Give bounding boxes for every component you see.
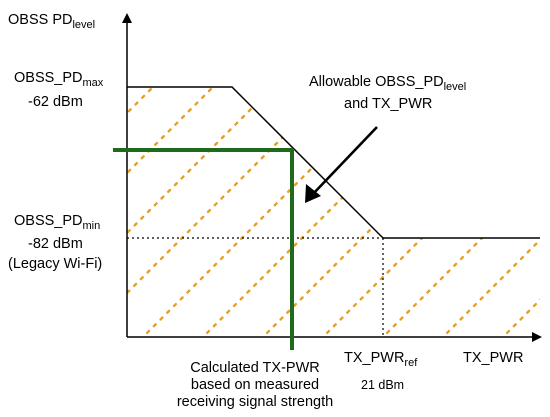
tx-pwr-ref-value: 21 dBm: [361, 378, 404, 392]
hatch-line: [0, 60, 120, 400]
legacy-wifi-note: (Legacy Wi-Fi): [8, 256, 102, 272]
hatch-line: [127, 87, 302, 337]
allowable-annotation-line2: and TX_PWR: [344, 96, 432, 112]
hatch-line: [438, 87, 540, 337]
y-axis-title: OBSS PDlevel: [8, 12, 95, 31]
allowable-annotation-line1: Allowable OBSS_PDlevel: [309, 74, 466, 93]
x-axis-title: TX_PWR: [463, 350, 523, 366]
calc-tx-pwr-line1: Calculated TX-PWR: [190, 360, 319, 376]
obss-pd-max-label: OBSS_PDmax: [14, 70, 104, 89]
hatch-line: [127, 87, 242, 337]
hatch-line: [498, 87, 540, 337]
tx-pwr-ref-label: TX_PWRref: [344, 350, 418, 369]
obss-pd-max-value: -62 dBm: [28, 94, 83, 110]
obss-pd-limit-curve: [127, 86, 540, 239]
calc-tx-pwr-line3: receiving signal strength: [177, 394, 333, 410]
obss-pd-min-label: OBSS_PDmin: [14, 213, 100, 232]
obss-pd-min-value: -82 dBm: [28, 236, 83, 252]
arrowhead-icon: [305, 184, 321, 203]
annotation-arrow: [311, 126, 378, 196]
calc-tx-pwr-line2: based on measured: [191, 377, 319, 393]
